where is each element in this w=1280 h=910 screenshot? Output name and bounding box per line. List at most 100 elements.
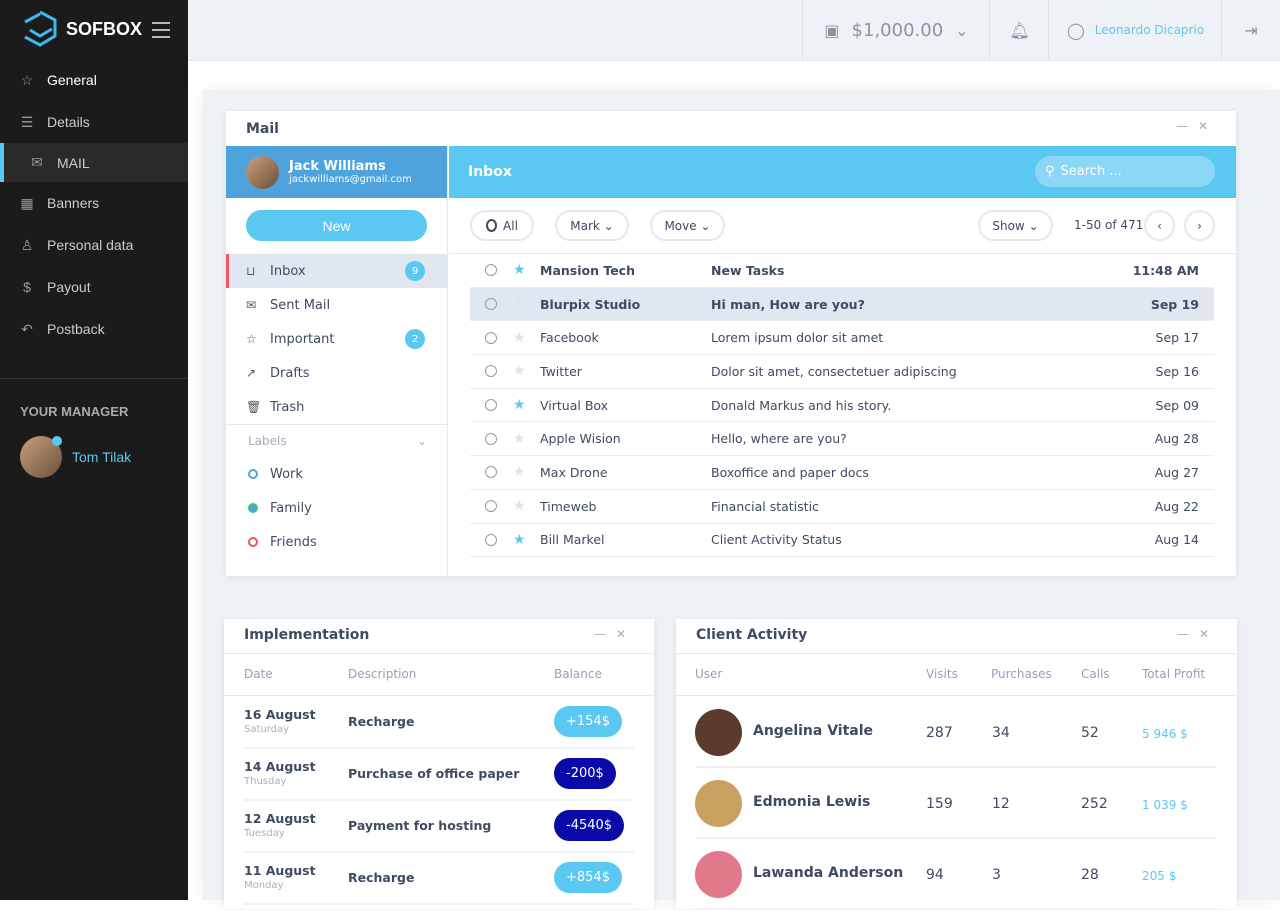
sidebar-item-general[interactable]: ☆ General bbox=[0, 59, 188, 101]
close-icon[interactable]: ✕ bbox=[1198, 627, 1219, 641]
minimize-icon[interactable]: — bbox=[593, 627, 616, 641]
bell-icon: 🔔︎ bbox=[1009, 20, 1030, 40]
star-icon[interactable]: ★ bbox=[513, 262, 526, 279]
count-badge: 2 bbox=[405, 329, 425, 349]
labels-header[interactable]: Labels ⌄ bbox=[226, 425, 447, 457]
prev-page-button[interactable]: ‹ bbox=[1144, 210, 1175, 241]
label-text: Friends bbox=[270, 534, 317, 550]
sidebar-item-banners[interactable]: ▦ Banners bbox=[0, 182, 188, 224]
message-subject: New Tasks bbox=[711, 262, 785, 278]
star-icon[interactable]: ★ bbox=[513, 498, 526, 515]
client-visits: 159 bbox=[926, 796, 953, 812]
divider bbox=[676, 695, 1237, 696]
show-dropdown[interactable]: Show ⌄ bbox=[978, 210, 1053, 241]
message-subject: Client Activity Status bbox=[711, 532, 842, 548]
sidebar-item-label: General bbox=[47, 72, 97, 88]
star-icon[interactable]: ★ bbox=[513, 464, 526, 481]
implementation-row: 14 August Thusday Purchase of office paper… bbox=[244, 749, 634, 801]
card-controls[interactable]: —✕ bbox=[594, 627, 636, 641]
message-row[interactable]: ★ Virtual Box Donald Markus and his story.… bbox=[470, 389, 1214, 423]
count-badge: 9 bbox=[405, 261, 425, 281]
message-row[interactable]: ★ Bill Markel Client Activity Status Aug 14 bbox=[470, 524, 1214, 558]
manager[interactable]: Tom Tilak bbox=[20, 436, 131, 478]
row-description: Recharge bbox=[348, 714, 415, 729]
sidebar-item-postback[interactable]: ↶ Postback bbox=[0, 308, 188, 350]
message-row[interactable]: ★ Twitter Dolor sit amet, consectetuer adi… bbox=[470, 355, 1214, 389]
card-controls[interactable]: —✕ bbox=[1176, 119, 1218, 133]
label-friends[interactable]: Friends bbox=[226, 525, 447, 559]
star-icon[interactable]: ★ bbox=[513, 397, 526, 414]
minimize-icon[interactable]: — bbox=[1175, 119, 1198, 133]
sidebar-item-payout[interactable]: $ Payout bbox=[0, 266, 188, 308]
message-list: ★ Mansion Tech New Tasks 11:48 AM ★ Blurpix S… bbox=[470, 254, 1214, 558]
select-checkbox[interactable] bbox=[485, 331, 497, 344]
label-text: Family bbox=[270, 500, 312, 516]
select-all-button[interactable]: All bbox=[470, 210, 534, 241]
next-page-button[interactable]: › bbox=[1184, 210, 1215, 241]
grid-icon: ▦ bbox=[20, 194, 34, 211]
sidebar-item-details[interactable]: ☰ Details bbox=[0, 101, 188, 143]
client-calls: 52 bbox=[1081, 725, 1099, 741]
folder-drafts[interactable]: ↗ Drafts bbox=[226, 356, 447, 390]
star-icon[interactable]: ★ bbox=[513, 363, 526, 380]
sidebar-item-mail[interactable]: ✉ MAIL bbox=[0, 143, 188, 182]
folder-trash[interactable]: 🗑︎ Trash bbox=[226, 390, 447, 424]
client-activity-card: Client Activity —✕ User Visits Purchases… bbox=[676, 619, 1237, 910]
card-controls[interactable]: —✕ bbox=[1177, 627, 1219, 641]
select-checkbox[interactable] bbox=[485, 432, 497, 445]
message-row[interactable]: ★ Max Drone Boxoffice and paper docs Aug 27 bbox=[470, 456, 1214, 490]
user-name: Leonardo Dicaprio bbox=[1094, 23, 1205, 37]
sidebar-item-personal-data[interactable]: ♙ Personal data bbox=[0, 224, 188, 266]
message-row[interactable]: ★ Blurpix Studio Hi man, How are you? Sep 1… bbox=[470, 287, 1214, 322]
close-icon[interactable]: ✕ bbox=[1197, 119, 1218, 133]
notifications-button[interactable]: 🔔︎ bbox=[989, 0, 1049, 60]
select-checkbox[interactable] bbox=[485, 466, 497, 479]
star-icon[interactable]: ★ bbox=[513, 329, 526, 346]
message-row[interactable]: ★ Facebook Lorem ipsum dolor sit amet Sep 1… bbox=[470, 321, 1214, 356]
column-header: Description bbox=[348, 667, 417, 681]
star-icon[interactable]: ★ bbox=[513, 531, 526, 548]
client-row: Angelina Vitale 287 34 52 5 946 $ bbox=[695, 697, 1217, 768]
column-header: Purchases bbox=[991, 667, 1052, 681]
menu-toggle-icon[interactable] bbox=[152, 22, 170, 38]
chevron-down-icon: ⌄ bbox=[603, 218, 614, 233]
user-menu[interactable]: ◯ Leonardo Dicaprio bbox=[1048, 0, 1222, 60]
move-dropdown[interactable]: Move ⌄ bbox=[650, 210, 725, 241]
folder-inbox[interactable]: ⊔ Inbox 9 bbox=[226, 254, 447, 288]
select-checkbox[interactable] bbox=[485, 365, 497, 378]
sidebar: SOFBOX ☆ General ☰ Details ✉ MAIL ▦ Banners … bbox=[0, 0, 188, 900]
mark-dropdown[interactable]: Mark ⌄ bbox=[555, 210, 629, 241]
star-icon[interactable]: ★ bbox=[513, 430, 526, 447]
undo-icon: ↶ bbox=[21, 320, 33, 337]
message-row[interactable]: ★ Mansion Tech New Tasks 11:48 AM bbox=[470, 254, 1214, 288]
select-checkbox[interactable] bbox=[485, 264, 497, 277]
logo[interactable]: SOFBOX bbox=[22, 10, 142, 48]
new-mail-button[interactable]: New bbox=[246, 210, 427, 241]
minimize-icon[interactable]: — bbox=[1176, 627, 1199, 641]
balance-dropdown[interactable]: ▣ $1,000.00 ⌄ bbox=[802, 0, 990, 60]
star-icon[interactable]: ★ bbox=[513, 296, 526, 313]
close-icon[interactable]: ✕ bbox=[615, 627, 636, 641]
message-row[interactable]: ★ Timeweb Financial statistic Aug 22 bbox=[470, 490, 1214, 524]
search-input[interactable]: ⚲ Search ... bbox=[1035, 156, 1215, 187]
message-row[interactable]: ★ Apple Wision Hello, where are you? Aug 28 bbox=[470, 422, 1214, 457]
client-avatar bbox=[695, 851, 742, 898]
folder-important[interactable]: ☆ Important 2 bbox=[226, 322, 447, 356]
select-checkbox[interactable] bbox=[485, 500, 497, 513]
message-date: Sep 16 bbox=[1155, 363, 1199, 379]
label-work[interactable]: Work bbox=[226, 457, 447, 491]
select-checkbox[interactable] bbox=[485, 298, 497, 311]
sidebar-divider bbox=[0, 378, 188, 379]
message-sender: Bill Markel bbox=[540, 532, 605, 548]
folder-sent[interactable]: ✉ Sent Mail bbox=[226, 288, 447, 322]
label-family[interactable]: Family bbox=[226, 491, 447, 525]
star-icon: ☆ bbox=[246, 332, 257, 346]
logout-button[interactable]: ⇥ bbox=[1221, 0, 1280, 60]
select-checkbox[interactable] bbox=[485, 533, 497, 546]
select-checkbox[interactable] bbox=[485, 399, 497, 412]
trash-icon: 🗑︎ bbox=[246, 400, 262, 414]
profile-email: jackwilliams@gmail.com bbox=[289, 174, 412, 185]
client-row: Lawanda Anderson 94 3 28 205 $ bbox=[695, 839, 1217, 910]
row-description: Purchase of office paper bbox=[348, 766, 520, 781]
label-dot bbox=[248, 503, 258, 513]
